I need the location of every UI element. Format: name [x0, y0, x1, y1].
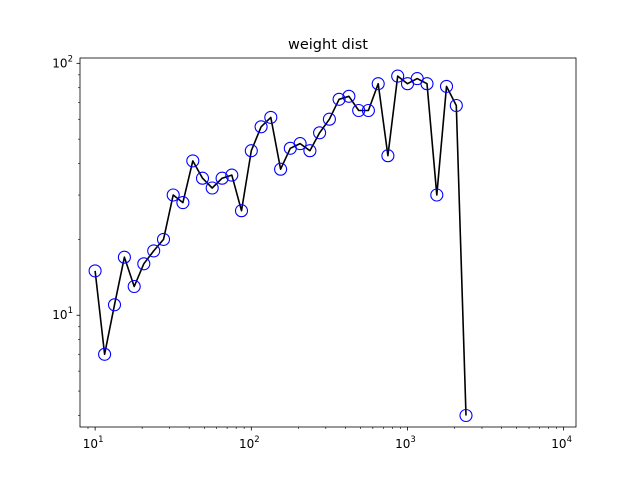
data-point [449, 98, 463, 113]
data-point [381, 149, 395, 163]
data-point [186, 154, 200, 168]
data-point [137, 257, 151, 271]
data-point [225, 168, 239, 182]
chart-title: weight dist [288, 37, 368, 53]
plot-area: 101 102 103 104 101 102 [52, 54, 572, 451]
axes-frame [79, 57, 577, 428]
data-point [361, 103, 375, 118]
data-point [313, 126, 327, 140]
data-point [459, 408, 473, 423]
data-point [156, 232, 171, 246]
data-point [176, 196, 190, 210]
x-tick-label: 101 [83, 435, 104, 451]
data-point [391, 69, 405, 83]
data-point [274, 162, 288, 176]
data-point [205, 181, 219, 195]
data-point [430, 188, 444, 202]
data-point [88, 264, 102, 278]
data-point [147, 244, 161, 258]
x-tick-label: 103 [395, 435, 416, 451]
data-point [215, 171, 229, 185]
data-point [166, 188, 180, 202]
data-point [439, 79, 454, 93]
data-point [303, 144, 317, 158]
x-tick-label: 104 [551, 435, 572, 451]
data-point [127, 279, 141, 294]
data-point [107, 298, 122, 312]
data-point [293, 137, 307, 151]
y-tick-label: 102 [52, 54, 73, 70]
data-point [244, 144, 258, 158]
data-point [420, 77, 434, 91]
series-line [94, 75, 467, 416]
data-point [264, 110, 278, 124]
data-point [371, 77, 385, 91]
data-point [342, 89, 356, 103]
data-point [322, 112, 336, 126]
data-point [332, 92, 346, 106]
data-point [254, 120, 268, 134]
data-point [117, 250, 131, 264]
y-tick-label: 101 [52, 306, 73, 322]
data-point [234, 204, 249, 218]
data-point [195, 171, 210, 185]
x-tick-label: 102 [239, 435, 260, 451]
data-point [98, 347, 112, 361]
data-point [352, 103, 366, 118]
